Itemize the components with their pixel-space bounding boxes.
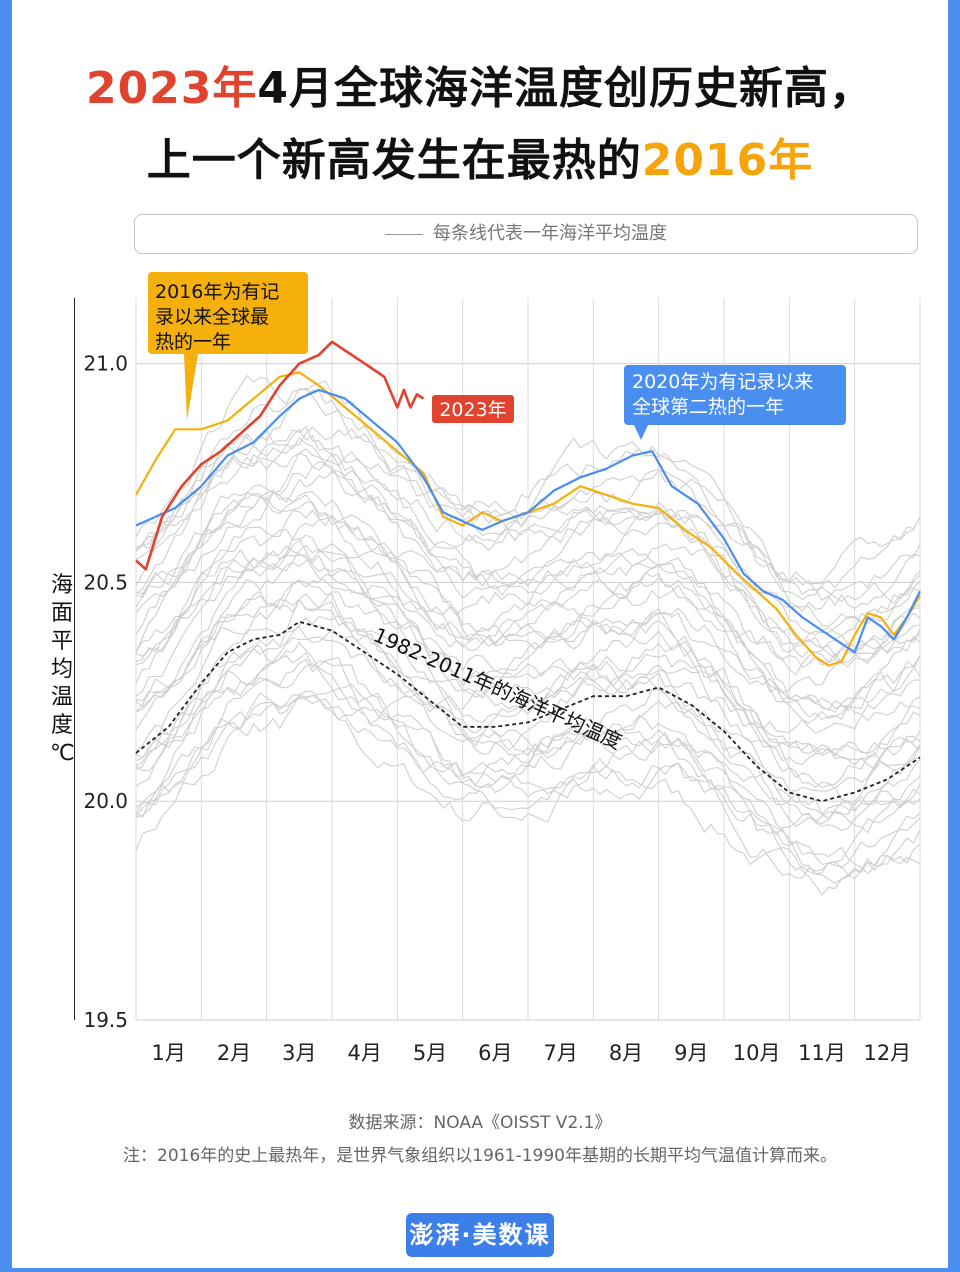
x-tick-label: 9月 [674, 1041, 708, 1065]
background-year-line [135, 452, 921, 664]
ocean-temperature-chart: 19.5 20.0 20.5 21.0 1月 2月 3月 4月 5月 6月 7月 8月 9月 10月 11月… [83, 272, 921, 1065]
background-year-line [135, 470, 921, 657]
x-tick-label: 12月 [863, 1041, 911, 1065]
title-text-1: 4月全球海洋温度创历史新高， [257, 63, 875, 114]
y-label-char: ℃ [50, 741, 75, 766]
x-tick-label: 7月 [543, 1041, 577, 1065]
legend-line-icon [385, 233, 423, 235]
background-year-line [135, 663, 921, 869]
label-2023-box [432, 395, 514, 423]
footnote: 注：2016年的史上最热年，是世界气象组织以1961-1990年基期的长期平均气… [123, 1146, 837, 1166]
legend-text: 每条线代表一年海洋平均温度 [433, 223, 667, 244]
callout-2020-text: 全球第二热的一年 [632, 396, 784, 418]
thepaper-logo: 澎湃·美数课 [406, 1213, 554, 1257]
y-label-char: 平 [50, 629, 73, 654]
background-year-line [135, 389, 921, 613]
x-tick-label: 11月 [798, 1041, 846, 1065]
card: 2023年4月全球海洋温度创历史新高， 上一个新高发生在最热的2016年 每条线… [12, 0, 948, 1268]
y-label-char: 面 [50, 601, 73, 626]
background-year-line [135, 545, 921, 734]
background-year-line [135, 448, 921, 627]
y-label-char: 海 [50, 573, 73, 598]
background-year-line [135, 636, 921, 809]
y-axis-label: 海 面 平 均 温 度 ℃ [50, 572, 75, 768]
callout-2016-text: 热的一年 [155, 331, 231, 353]
background-year-line [135, 590, 921, 771]
y-tick-label: 19.5 [83, 1008, 128, 1032]
background-year-line [135, 615, 921, 820]
background-year-line [135, 489, 921, 669]
y-label-char: 均 [50, 657, 73, 682]
background-year-line [135, 625, 921, 816]
background-year-line [135, 568, 921, 770]
y-label-char: 温 [50, 685, 73, 710]
callout-2016-text: 2016年为有记 [155, 281, 279, 303]
label-2023-text: 2023年 [439, 399, 506, 421]
data-source: 数据来源：NOAA《OISST V2.1》 [348, 1113, 612, 1133]
x-tick-label: 3月 [282, 1041, 316, 1065]
y-label-char: 度 [50, 713, 73, 738]
callout-2016-text: 录以来全球最 [155, 306, 269, 328]
background-year-line [135, 428, 921, 605]
callout-2016-pointer [184, 354, 198, 420]
background-year-line [135, 645, 921, 836]
background-year-line [135, 509, 921, 721]
x-tick-label: 4月 [347, 1041, 381, 1065]
background-year-line [135, 598, 921, 828]
page-title-line-1: 2023年4月全球海洋温度创历史新高， [12, 52, 948, 116]
background-year-line [135, 491, 921, 676]
background-year-line [135, 374, 921, 585]
y-tick-label: 20.0 [83, 789, 128, 813]
callout-2020-box [624, 365, 846, 425]
series-line-2020 [135, 388, 921, 654]
legend-box: 每条线代表一年海洋平均温度 [134, 214, 918, 254]
background-year-line [135, 692, 921, 875]
background-year-line [135, 695, 921, 896]
callout-2020-pointer [634, 425, 648, 440]
background-year-line [135, 496, 921, 694]
background-year-line [135, 534, 921, 757]
y-tick-label: 21.0 [83, 352, 128, 376]
callout-2020-text: 2020年为有记录以来 [632, 371, 813, 393]
series-line-2016 [135, 371, 921, 667]
x-tick-label: 1月 [151, 1041, 185, 1065]
background-year-line [135, 452, 921, 660]
y-axis-line [74, 298, 75, 1020]
background-year-line [135, 551, 921, 789]
x-tick-label: 2月 [217, 1041, 251, 1065]
background-year-line [135, 683, 921, 884]
background-year-line [135, 656, 921, 875]
title-highlight-2023: 2023年 [85, 63, 258, 114]
x-tick-label: 5月 [413, 1041, 447, 1065]
background-year-line [135, 690, 921, 880]
series-line-2023 [135, 340, 425, 571]
callout-2016-box [148, 272, 308, 354]
x-tick-label: 6月 [478, 1041, 512, 1065]
x-tick-label: 10月 [733, 1041, 781, 1065]
x-tick-label: 8月 [609, 1041, 643, 1065]
title-highlight-2016: 2016年 [641, 135, 814, 186]
title-text-2: 上一个新高发生在最热的 [146, 135, 642, 186]
background-year-line [135, 641, 921, 834]
series-line-baseline [135, 620, 921, 803]
background-year-line [135, 528, 921, 709]
page-title-line-2: 上一个新高发生在最热的2016年 [12, 124, 948, 188]
y-tick-label: 20.5 [83, 570, 128, 594]
